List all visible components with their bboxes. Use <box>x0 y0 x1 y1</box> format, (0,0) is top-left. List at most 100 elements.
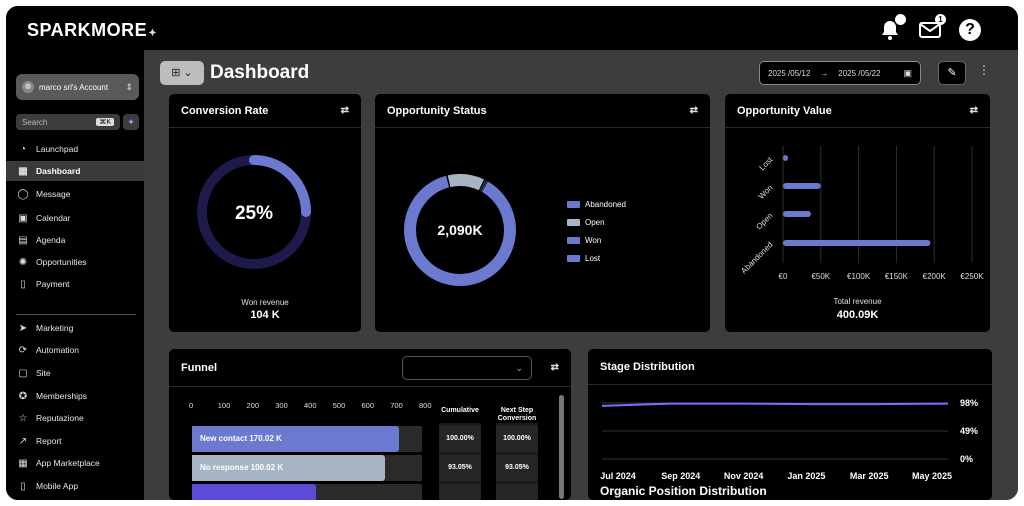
sidebar-item-label: Automation <box>36 345 79 355</box>
account-switcher[interactable]: ◍ marco srl's Account ⇕ <box>16 74 139 100</box>
x-tick-label: Jul 2024 <box>600 471 636 481</box>
stage-line[interactable] <box>601 402 949 407</box>
funnel-card: Funnel ⇄ ⌄ Cumulative Next Step Conversi… <box>169 349 571 500</box>
bell-icon[interactable] <box>878 14 906 42</box>
legend-label: Open <box>585 217 605 227</box>
y-tick-label: Won <box>757 183 775 201</box>
page-title: Dashboard <box>210 62 310 83</box>
legend-label: Abandoned <box>585 199 626 209</box>
sidebar-item-payment[interactable]: ▯ Payment <box>6 274 144 294</box>
card-header: Opportunity Value ⇄ <box>725 94 990 128</box>
funnel-x-tick: 100 <box>217 401 231 410</box>
legend-item-won[interactable]: Won <box>567 231 626 249</box>
card-title: Stage Distribution <box>600 360 695 373</box>
sidebar-item-opportunities[interactable]: ✺ Opportunities <box>6 252 144 272</box>
mobile-icon: ▯ <box>20 480 26 492</box>
funnel-x-tick: 200 <box>246 401 260 410</box>
sidebar-divider <box>16 314 136 315</box>
sidebar-item-message[interactable]: ◯ Message <box>6 184 144 204</box>
y-tick-label: Open <box>754 211 774 231</box>
sidebar-item-agenda[interactable]: ▤ Agenda <box>6 230 144 250</box>
swap-icon[interactable]: ⇄ <box>550 362 559 373</box>
marketing-icon: ➤ <box>18 322 28 334</box>
sidebar-item-label: Reputazione <box>36 413 84 423</box>
date-from: 2025 /05/12 <box>768 68 811 78</box>
funnel-next-cell <box>496 484 538 500</box>
opportunities-icon: ✺ <box>18 256 28 268</box>
calendar-icon: ▣ <box>18 212 28 224</box>
stage-distribution-card: Stage Distribution 98% 49% 0% Jul 2024 Sep 2… <box>588 349 992 500</box>
bar-lost[interactable] <box>783 155 788 161</box>
layout-toggle-button[interactable]: ⊞ ⌄ <box>160 61 204 85</box>
sidebar-item-launchpad[interactable]: ◔ Launchpad <box>6 139 144 159</box>
sidebar-item-label: Memberships <box>36 391 88 401</box>
sidebar-item-label: Opportunities <box>36 257 87 267</box>
sidebar-item-reputazione[interactable]: ☆ Reputazione <box>6 408 144 428</box>
quick-action-button[interactable]: ✦ <box>123 114 139 130</box>
sidebar-item-label: App Marketplace <box>36 458 100 468</box>
funnel-scrollbar[interactable] <box>559 395 564 499</box>
swap-icon[interactable]: ⇄ <box>969 105 978 116</box>
swap-icon[interactable]: ⇄ <box>689 105 698 116</box>
date-range-picker[interactable]: 2025 /05/12 → 2025 /05/22 ▣ <box>759 61 921 85</box>
sidebar-item-automation[interactable]: ⟳ Automation <box>6 340 144 360</box>
search-placeholder: Search <box>22 117 48 127</box>
card-title: Conversion Rate <box>181 104 269 117</box>
bar-won[interactable] <box>783 183 821 189</box>
y-tick-label: Lost <box>757 155 775 173</box>
mail-icon[interactable]: 1 <box>918 14 946 42</box>
sidebar-item-label: Report <box>36 436 62 446</box>
search-input[interactable]: Search ⌘K <box>16 114 120 130</box>
dashboard-icon: ▦ <box>18 165 28 177</box>
funnel-next-cell: 100.00% <box>496 426 538 452</box>
sidebar-item-calendar[interactable]: ▣ Calendar <box>6 208 144 228</box>
date-to: 2025 /05/22 <box>838 68 881 78</box>
app-window: SPARKMORE✦ 1 ? ◍ marco srl's Account ⇕ S… <box>6 6 1018 500</box>
legend-item-open[interactable]: Open <box>567 213 626 231</box>
chevron-updown-icon: ⇕ <box>125 81 133 92</box>
sidebar-item-label: Mobile App <box>36 481 79 491</box>
sidebar-item-site[interactable]: ▢ Site <box>6 363 144 383</box>
sparkle-icon: ✦ <box>148 28 158 39</box>
donut-slice-abandoned[interactable] <box>392 162 529 299</box>
chevron-down-icon: ⌄ <box>515 363 523 373</box>
bar-open[interactable] <box>783 211 811 217</box>
sidebar-item-mobile-app[interactable]: ▯ Mobile App <box>6 476 144 496</box>
app-logo[interactable]: SPARKMORE✦ <box>27 20 158 40</box>
launchpad-icon: ◔ <box>19 143 27 155</box>
bar-abandoned[interactable] <box>783 240 931 246</box>
sidebar-item-label: Agenda <box>36 235 66 245</box>
sidebar-item-label: Dashboard <box>36 166 81 176</box>
legend-item-lost[interactable]: Lost <box>567 249 626 267</box>
x-tick-label: €0 <box>779 272 788 281</box>
funnel-bar[interactable] <box>192 484 316 500</box>
mail-badge: 1 <box>935 14 946 25</box>
sidebar-item-report[interactable]: ↗ Report <box>6 431 144 451</box>
funnel-bar[interactable] <box>192 426 399 452</box>
conversion-rate-card: Conversion Rate ⇄ 25% Won revenue 104 K <box>169 94 361 332</box>
legend-item-abandoned[interactable]: Abandoned <box>567 195 626 213</box>
legend-swatch <box>567 236 580 244</box>
card-header: Stage Distribution <box>588 349 992 385</box>
edit-button[interactable]: ✎ <box>938 61 966 85</box>
more-options-icon[interactable]: ⋮ <box>978 63 990 77</box>
opportunity-value-card: Opportunity Value ⇄ €0 €50K €100K €150K €200… <box>725 94 990 332</box>
sidebar-item-dashboard[interactable]: ▦ Dashboard <box>6 161 144 181</box>
funnel-x-tick: 600 <box>361 401 375 410</box>
funnel-select[interactable]: ⌄ <box>402 356 532 380</box>
x-tick-label: Jan 2025 <box>787 471 825 481</box>
y-tick-label: Abandoned <box>739 240 774 275</box>
sidebar-item-label: Site <box>36 368 51 378</box>
legend-label: Won <box>585 235 602 245</box>
sidebar-item-memberships[interactable]: ✪ Memberships <box>6 386 144 406</box>
main-content: ⊞ ⌄ Dashboard 2025 /05/12 → 2025 /05/22 … <box>144 50 1018 500</box>
help-button[interactable]: ? <box>958 18 982 42</box>
swap-icon[interactable]: ⇄ <box>340 105 349 116</box>
funnel-next-cell: 93.05% <box>496 455 538 481</box>
funnel-bar[interactable] <box>192 455 385 481</box>
sidebar-item-label: Calendar <box>36 213 71 223</box>
top-bar: SPARKMORE✦ 1 ? <box>6 6 1018 50</box>
sidebar-item-app-marketplace[interactable]: ▦ App Marketplace <box>6 453 144 473</box>
sidebar-item-marketing[interactable]: ➤ Marketing <box>6 318 144 338</box>
legend-swatch <box>567 200 580 208</box>
